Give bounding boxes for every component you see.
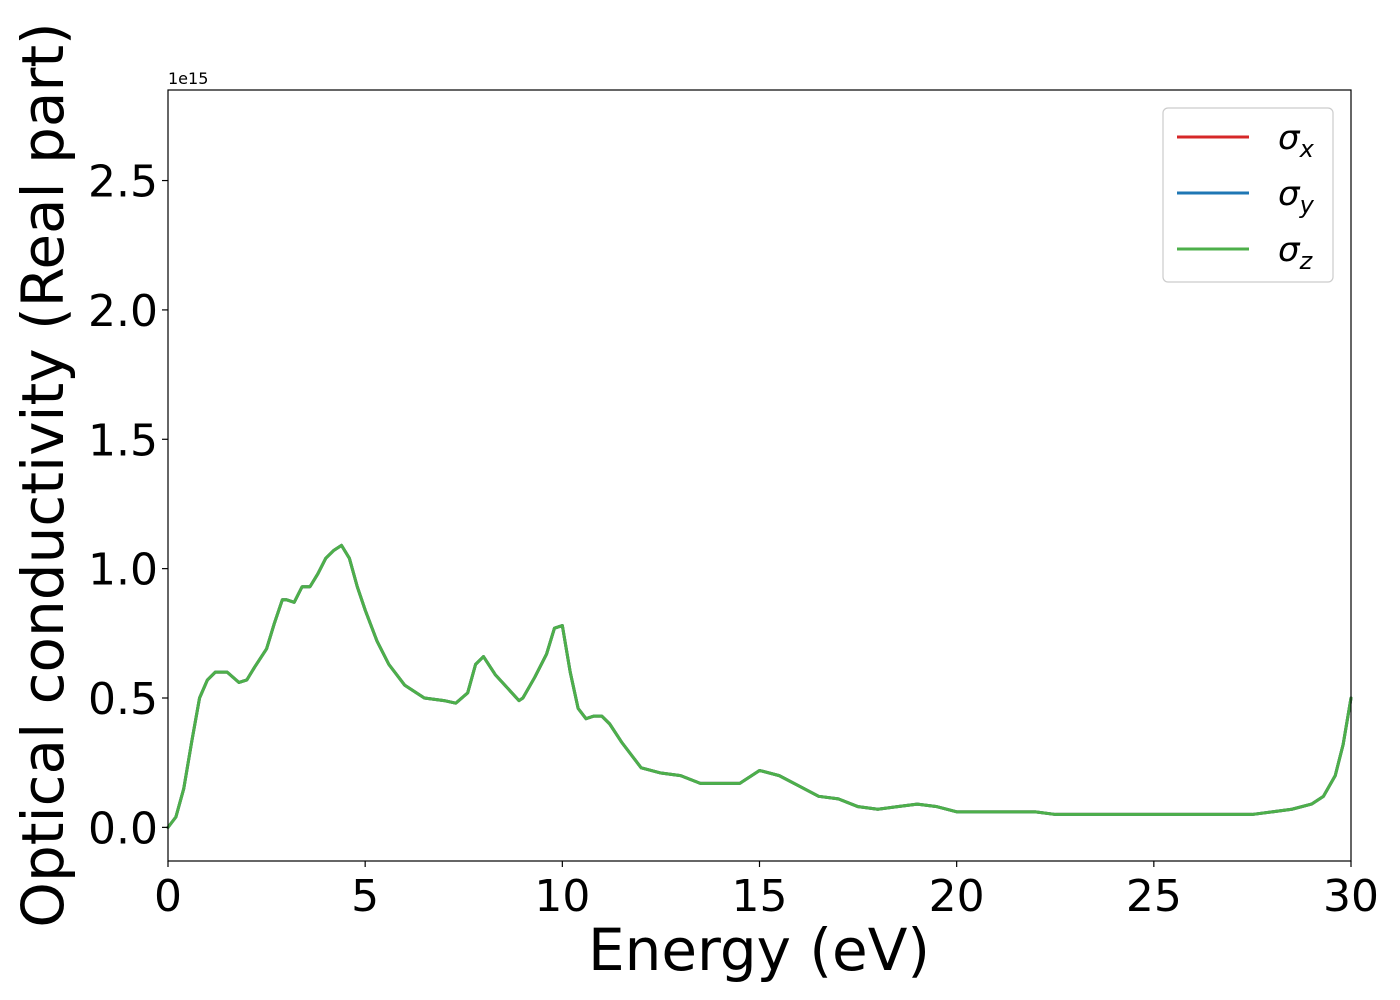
legend-label-x: σx: [1278, 118, 1315, 163]
legend-label-y: σy: [1278, 174, 1315, 219]
x-tick-label: 0: [154, 871, 182, 922]
x-axis-label: Energy (eV): [588, 916, 930, 984]
y-axis: 0.0 0.5 1.0 1.5 2.0 2.5: [88, 157, 168, 854]
y-tick-label: 0.5: [88, 674, 158, 725]
y-tick-label: 0.0: [88, 803, 158, 854]
y-offset-label: 1e15: [168, 69, 208, 88]
legend-frame: [1162, 107, 1334, 283]
y-tick-label: 2.0: [88, 286, 158, 337]
x-tick-label: 10: [534, 871, 590, 922]
y-tick-label: 1.5: [88, 415, 158, 466]
y-tick-label: 1.0: [88, 545, 158, 596]
legend-label-z: σz: [1278, 230, 1314, 275]
x-tick-label: 20: [929, 871, 985, 922]
x-tick-label: 30: [1323, 871, 1379, 922]
plot-area: [168, 90, 1351, 861]
y-tick-label: 2.5: [88, 157, 158, 208]
x-tick-label: 5: [351, 871, 379, 922]
y-axis-label: Optical conductivity (Real part): [9, 22, 77, 927]
x-tick-label: 15: [732, 871, 788, 922]
series-line-z: [166, 543, 1353, 829]
x-axis: 0 5 10 15 20 25 30: [154, 861, 1379, 922]
series-lines: [166, 543, 1353, 829]
legend: σx σy σz: [1162, 107, 1334, 283]
x-tick-label: 25: [1126, 871, 1182, 922]
